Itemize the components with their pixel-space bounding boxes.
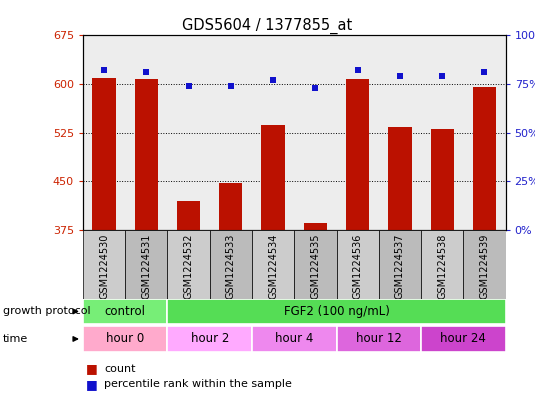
Text: percentile rank within the sample: percentile rank within the sample — [104, 379, 292, 389]
Bar — [304, 223, 327, 230]
Bar — [83, 35, 125, 230]
Bar — [463, 35, 506, 230]
Text: hour 12: hour 12 — [356, 332, 402, 345]
Point — [438, 73, 447, 79]
Text: GSM1224532: GSM1224532 — [184, 233, 194, 299]
FancyBboxPatch shape — [83, 230, 125, 299]
FancyBboxPatch shape — [167, 230, 210, 299]
Bar — [210, 35, 252, 230]
Bar — [388, 127, 411, 230]
Text: ■: ■ — [86, 362, 97, 375]
Point — [480, 69, 489, 75]
Text: hour 24: hour 24 — [440, 332, 486, 345]
Point — [354, 67, 362, 73]
Bar — [379, 35, 421, 230]
Bar — [219, 183, 242, 230]
FancyBboxPatch shape — [83, 326, 167, 352]
Point — [311, 85, 320, 91]
Point — [142, 69, 151, 75]
Text: ■: ■ — [86, 378, 97, 391]
Bar — [262, 125, 285, 230]
Text: growth protocol: growth protocol — [3, 307, 90, 316]
Point — [100, 67, 108, 73]
FancyBboxPatch shape — [167, 326, 252, 352]
Bar — [93, 77, 116, 230]
FancyBboxPatch shape — [252, 326, 337, 352]
Text: GSM1224533: GSM1224533 — [226, 233, 236, 299]
Bar — [125, 35, 167, 230]
FancyBboxPatch shape — [337, 326, 421, 352]
Point — [269, 77, 278, 83]
Point — [185, 83, 193, 89]
FancyBboxPatch shape — [337, 230, 379, 299]
FancyBboxPatch shape — [167, 299, 506, 324]
Bar — [431, 129, 454, 230]
Text: GSM1224530: GSM1224530 — [99, 233, 109, 299]
Point — [227, 83, 235, 89]
Text: hour 0: hour 0 — [106, 332, 144, 345]
Text: count: count — [104, 364, 136, 374]
Text: GSM1224537: GSM1224537 — [395, 233, 405, 299]
Bar — [252, 35, 294, 230]
Text: GDS5604 / 1377855_at: GDS5604 / 1377855_at — [182, 18, 353, 34]
FancyBboxPatch shape — [463, 230, 506, 299]
Bar — [167, 35, 210, 230]
Bar — [337, 35, 379, 230]
Text: GSM1224535: GSM1224535 — [310, 233, 320, 299]
Bar — [473, 86, 496, 230]
Text: GSM1224531: GSM1224531 — [141, 233, 151, 299]
Bar — [177, 201, 200, 230]
Text: GSM1224536: GSM1224536 — [353, 233, 363, 299]
Text: hour 4: hour 4 — [275, 332, 314, 345]
FancyBboxPatch shape — [210, 230, 252, 299]
Text: control: control — [105, 305, 146, 318]
Bar — [135, 79, 158, 230]
Bar — [294, 35, 337, 230]
Text: hour 2: hour 2 — [190, 332, 229, 345]
FancyBboxPatch shape — [294, 230, 337, 299]
Bar — [421, 35, 463, 230]
FancyBboxPatch shape — [421, 326, 506, 352]
FancyBboxPatch shape — [252, 230, 294, 299]
Point — [396, 73, 404, 79]
Bar — [346, 79, 369, 230]
Text: time: time — [3, 334, 28, 344]
FancyBboxPatch shape — [379, 230, 421, 299]
Text: GSM1224534: GSM1224534 — [268, 233, 278, 299]
FancyBboxPatch shape — [83, 299, 167, 324]
Text: GSM1224538: GSM1224538 — [437, 233, 447, 299]
Text: GSM1224539: GSM1224539 — [479, 233, 490, 299]
FancyBboxPatch shape — [125, 230, 167, 299]
Text: FGF2 (100 ng/mL): FGF2 (100 ng/mL) — [284, 305, 389, 318]
FancyBboxPatch shape — [421, 230, 463, 299]
